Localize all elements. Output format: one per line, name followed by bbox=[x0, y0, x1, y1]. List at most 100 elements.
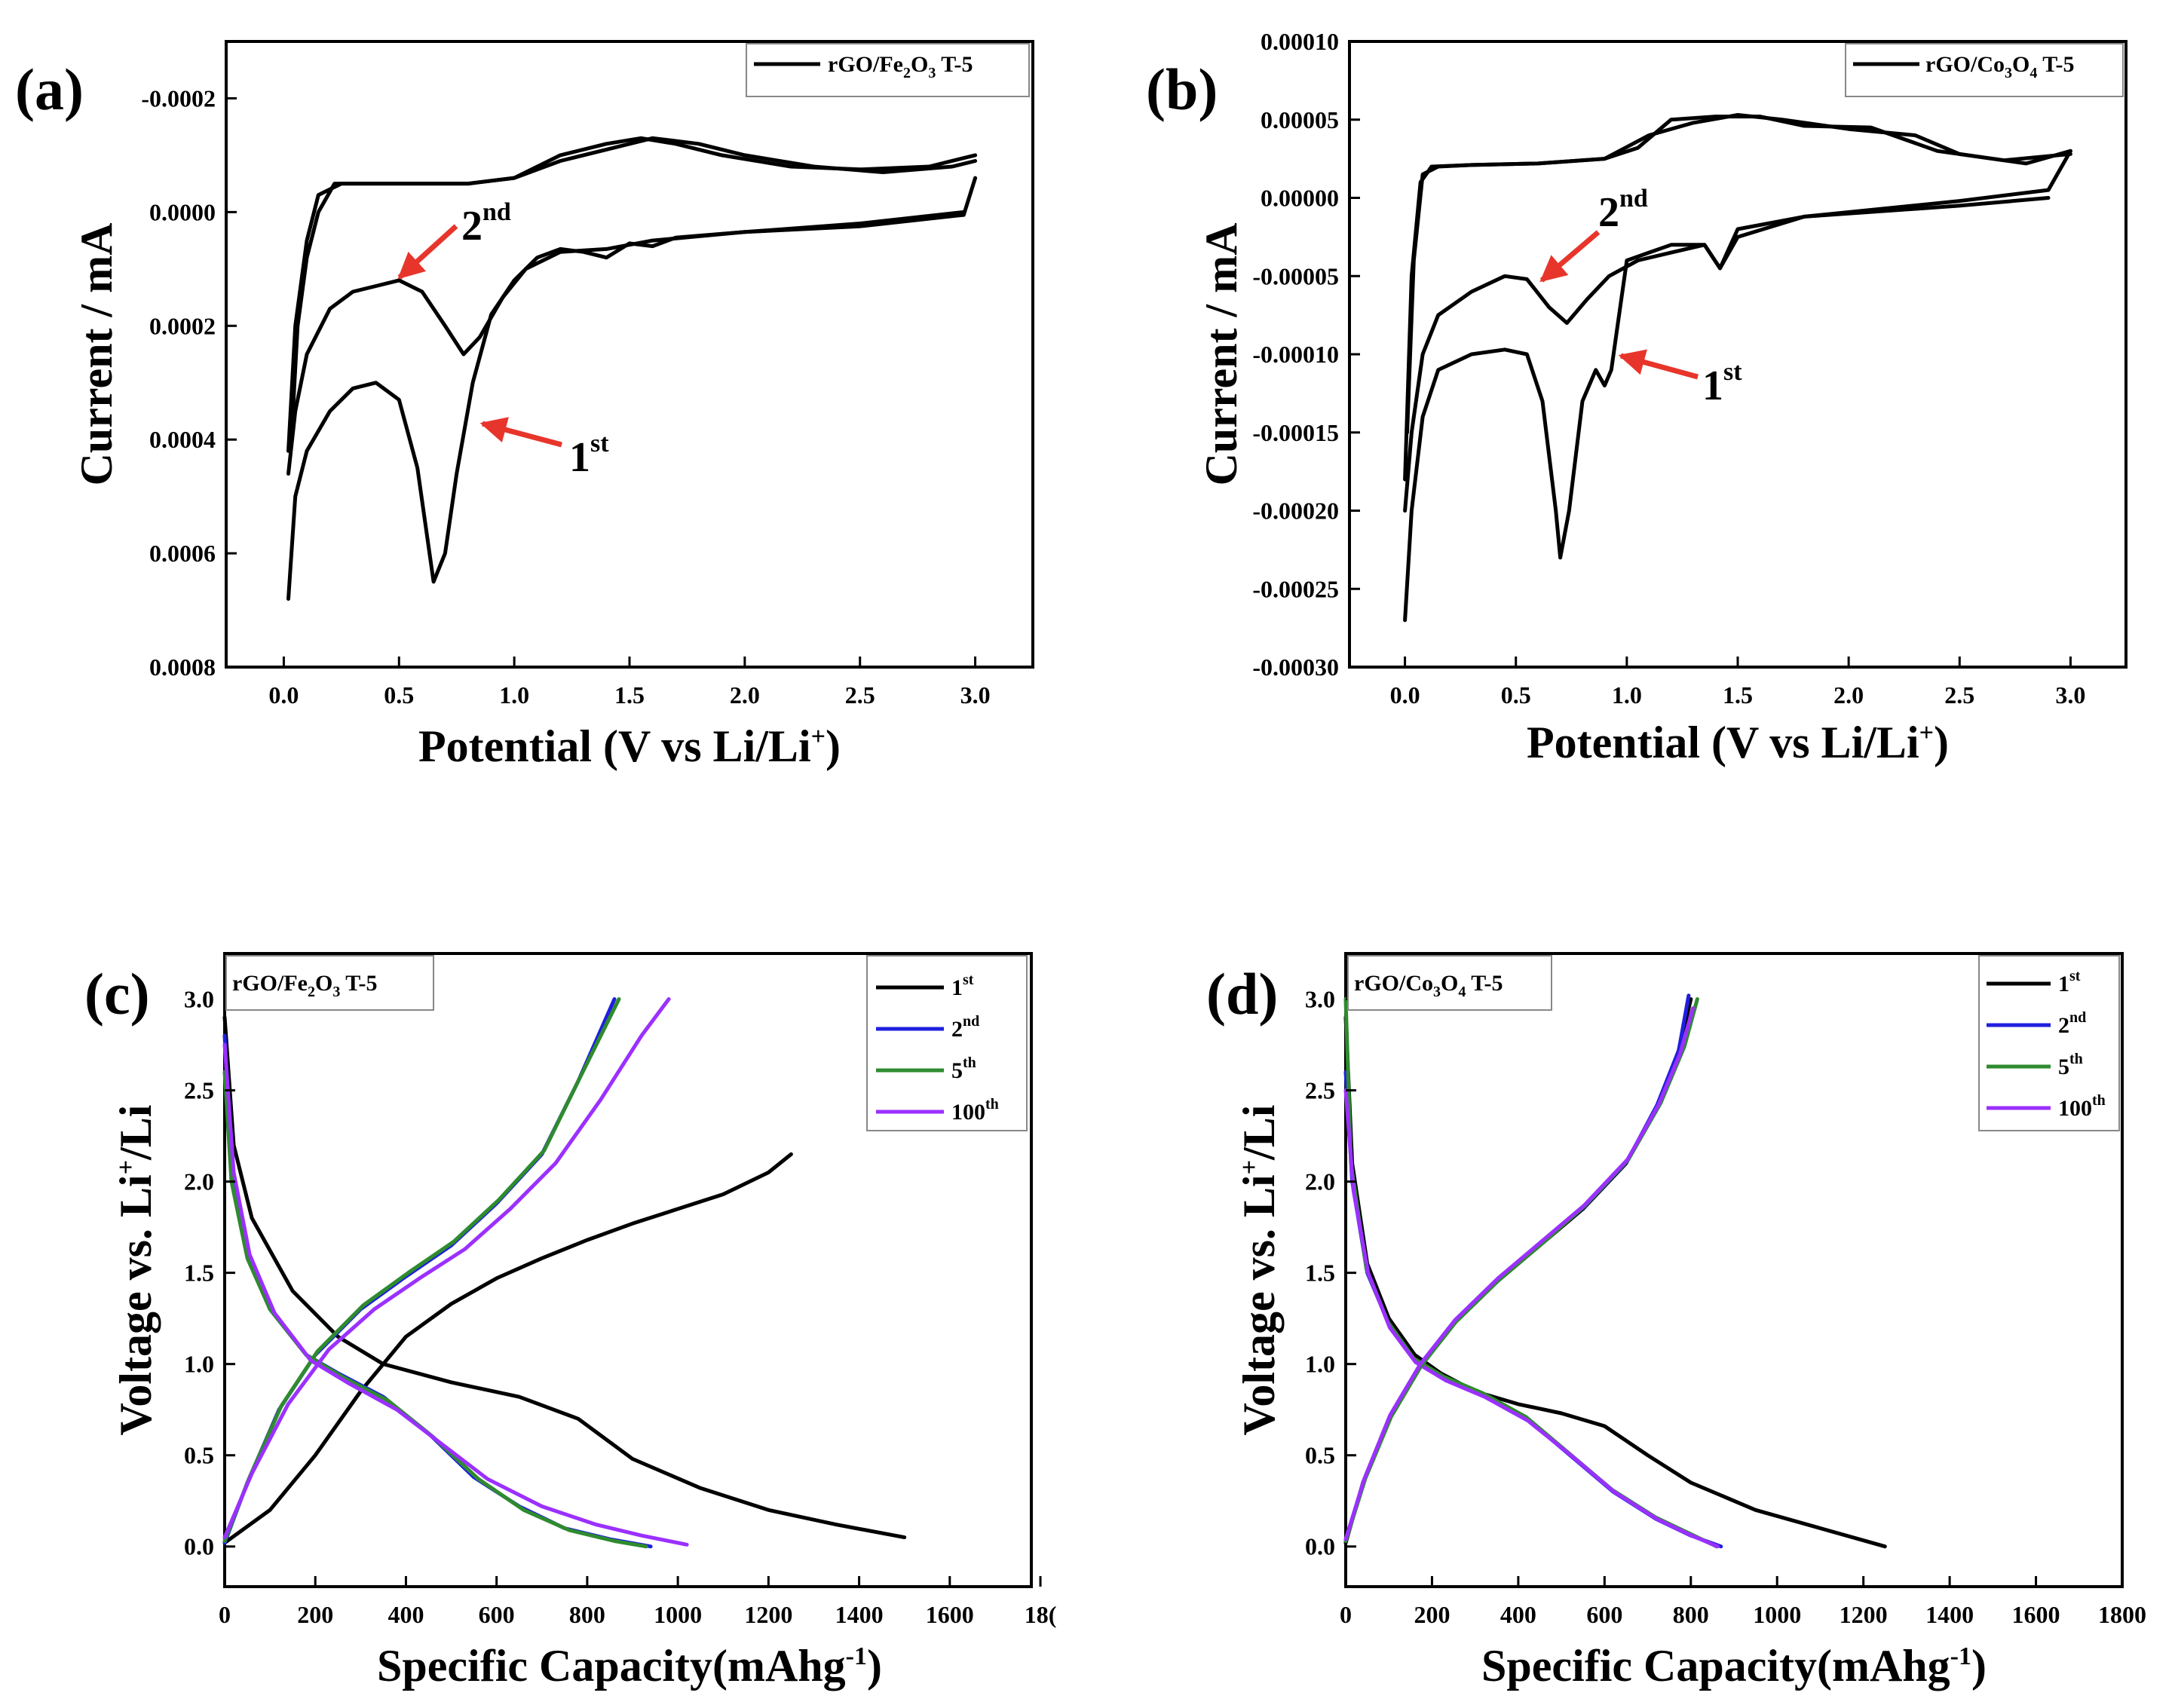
panel-d: (d) 0 200 400 600 800 1000 1200 1400 1600 1800 0.… bbox=[1206, 952, 2146, 1691]
panel-d-y-tick-label: 0.0 bbox=[1305, 1533, 1335, 1560]
panel-c-series-2nd-discharge bbox=[222, 1033, 653, 1549]
panel-d-y-tick-label: 0.5 bbox=[1305, 1442, 1335, 1469]
panel-c-letter: (c) bbox=[84, 961, 150, 1027]
panel-c-y-tick-label: 0.0 bbox=[184, 1533, 214, 1560]
panel-c-series-5th-discharge bbox=[222, 1070, 648, 1549]
panel-c-series-1st-discharge bbox=[222, 1015, 907, 1540]
panel-c-legend-label-100th: 100th bbox=[951, 1096, 999, 1125]
panel-c-legend-label-5th: 5th bbox=[951, 1054, 976, 1083]
panel-c-y-axis-title: Voltage vs. Li+/Li bbox=[111, 1105, 161, 1436]
panel-c-x-tick-label: 800 bbox=[569, 1601, 605, 1628]
panel-c-legend-box bbox=[866, 955, 1028, 1131]
panel-b-x-tick-label: 3.0 bbox=[2055, 681, 2085, 709]
panel-a-x-axis-title: Potential (V vs Li/Li+) bbox=[418, 721, 841, 771]
panel-b-series-1st-cycle bbox=[1403, 196, 2051, 623]
panel-d-y-ticks: 0.0 0.5 1.0 1.5 2.0 2.5 3.0 bbox=[1305, 986, 1356, 1560]
panel-c-series-100th-discharge bbox=[222, 1042, 689, 1547]
panel-a-series-1st-cycle bbox=[286, 210, 966, 601]
panel-a-x-ticks: 0.0 0.5 1.0 1.5 2.0 2.5 3.0 bbox=[268, 657, 991, 709]
panel-b-x-axis-title: Potential (V vs Li/Li+) bbox=[1527, 718, 1949, 767]
panel-a-arrow-2nd bbox=[397, 224, 458, 280]
panel-c-x-tick-label: 200 bbox=[297, 1601, 333, 1628]
panel-a-series-2nd-cycle bbox=[286, 176, 978, 476]
panel-a-y-tick-label: 0.0002 bbox=[149, 312, 216, 339]
panel-b-y-tick-label: -0.00005 bbox=[1252, 262, 1339, 289]
panel-d-letter: (d) bbox=[1206, 961, 1278, 1027]
panel-c-x-ticks: 0 200 400 600 800 1000 1200 1400 1600 18( bbox=[219, 1576, 1056, 1628]
panel-a-y-tick-label: 0.0006 bbox=[149, 540, 216, 567]
panel-c-x-tick-label: 600 bbox=[479, 1601, 515, 1628]
panel-b-y-tick-label: -0.00010 bbox=[1252, 341, 1339, 368]
panel-c-inset-label: rGO/Fe2O3 T-5 bbox=[232, 971, 378, 1000]
panel-a-series-anodic-2nd bbox=[289, 136, 978, 453]
panel-a-letter: (a) bbox=[15, 57, 84, 122]
panel-d-y-tick-label: 2.5 bbox=[1305, 1077, 1335, 1104]
panel-c-x-tick-label: 1400 bbox=[835, 1601, 884, 1628]
panel-d-y-tick-label: 1.0 bbox=[1305, 1351, 1335, 1378]
panel-d-series-charge-overlay-green bbox=[1343, 997, 1699, 1543]
panel-d-x-tick-label: 200 bbox=[1414, 1601, 1450, 1628]
panel-c-x-axis-title: Specific Capacity(mAhg-1) bbox=[377, 1641, 882, 1691]
panel-b-y-tick-label: -0.00020 bbox=[1252, 497, 1339, 525]
panel-d-series-charge-overlay-purple bbox=[1343, 1006, 1696, 1541]
panel-d-legend-label-100th: 100th bbox=[2058, 1092, 2106, 1121]
panel-a-x-tick-label: 2.0 bbox=[730, 681, 760, 709]
panel-d-y-axis-title: Voltage vs. Li+/Li bbox=[1234, 1105, 1284, 1436]
panel-d-curves bbox=[1343, 993, 1887, 1549]
panel-b-x-tick-label: 1.0 bbox=[1612, 681, 1642, 709]
panel-c-curves bbox=[222, 997, 907, 1549]
panel-d-series-2nd-discharge bbox=[1343, 1070, 1723, 1549]
panel-d-x-tick-label: 1400 bbox=[1925, 1601, 1974, 1628]
panel-b-series-anodic-2nd bbox=[1405, 115, 2072, 435]
panel-c-series-1st-charge bbox=[222, 1152, 793, 1545]
panel-c-y-tick-label: 0.5 bbox=[184, 1442, 214, 1469]
panel-c-frame bbox=[223, 952, 1033, 1588]
panel-c-x-tick-label: 1200 bbox=[744, 1601, 792, 1628]
panel-a-x-tick-label: 1.0 bbox=[499, 681, 529, 709]
panel-c-y-tick-label: 3.0 bbox=[184, 986, 214, 1013]
panel-d-x-ticks: 0 200 400 600 800 1000 1200 1400 1600 1800 bbox=[1340, 1576, 2146, 1628]
panel-c-y-tick-label: 2.0 bbox=[184, 1168, 214, 1195]
panel-d-legend-label-5th: 5th bbox=[2058, 1051, 2083, 1079]
panel-c-series-5th-charge bbox=[222, 997, 621, 1543]
panel-a-curves bbox=[286, 136, 978, 601]
panel-b-arrow-1st bbox=[1618, 349, 1699, 380]
panel-a: (a) 0.0 0.5 1.0 1.5 2.0 2.5 3.0 -0.0002 0.0000 0… bbox=[15, 40, 1034, 771]
panel-a-x-tick-label: 0.0 bbox=[268, 681, 299, 709]
panel-d-x-tick-label: 1200 bbox=[1840, 1601, 1888, 1628]
panel-d-legend-label-2nd: 2nd bbox=[2058, 1009, 2086, 1038]
panel-c-x-tick-label: 0 bbox=[219, 1601, 231, 1628]
panel-a-y-ticks: -0.0002 0.0000 0.0002 0.0004 0.0006 0.0008 bbox=[141, 84, 237, 681]
panel-b-y-tick-label: -0.00025 bbox=[1252, 575, 1339, 602]
panel-a-y-axis-title: Current / mA bbox=[72, 223, 121, 486]
panel-d-series-1st-discharge bbox=[1343, 1015, 1887, 1549]
panel-d-legend: 1st 2nd 5th 100th bbox=[1978, 955, 2120, 1131]
panel-d-x-tick-label: 1000 bbox=[1753, 1601, 1801, 1628]
panel-d-series-charge-overlay-blue bbox=[1343, 993, 1691, 1543]
panel-b-annotation-1st: 1st bbox=[1702, 358, 1742, 409]
panel-d-x-tick-label: 1800 bbox=[2098, 1601, 2146, 1628]
panel-a-annotation-1st: 1st bbox=[569, 430, 609, 481]
panel-c-x-tick-label: 18( bbox=[1025, 1601, 1057, 1628]
panel-b-x-tick-label: 0.0 bbox=[1390, 681, 1420, 709]
panel-c-y-ticks: 0.0 0.5 1.0 1.5 2.0 2.5 3.0 bbox=[184, 986, 235, 1560]
panel-a-x-tick-label: 3.0 bbox=[960, 681, 991, 709]
panel-a-legend-label: rGO/Fe2O3 T-5 bbox=[828, 52, 973, 81]
panel-c-x-tick-label: 1000 bbox=[654, 1601, 702, 1628]
panel-a-frame bbox=[225, 40, 1034, 669]
panel-d-x-axis-title: Specific Capacity(mAhg-1) bbox=[1481, 1641, 1987, 1691]
panel-d-inset-label-box bbox=[1347, 955, 1552, 1011]
panel-b-y-tick-label: -0.00015 bbox=[1252, 419, 1339, 446]
panel-a-y-tick-label: 0.0000 bbox=[149, 198, 216, 225]
panel-a-y-tick-label: -0.0002 bbox=[141, 84, 216, 112]
panel-d-legend-label-1st: 1st bbox=[2058, 968, 2081, 996]
panel-c-y-tick-label: 2.5 bbox=[184, 1077, 214, 1104]
panel-b-curves bbox=[1403, 113, 2072, 623]
panel-a-x-tick-label: 0.5 bbox=[384, 681, 414, 709]
panel-b-series-2nd-cycle bbox=[1403, 148, 2072, 513]
panel-b-y-ticks: 0.00010 0.00005 0.00000 -0.00005 -0.00010 -0.… bbox=[1252, 28, 1360, 681]
panel-d-series-charge-overlay-black bbox=[1343, 997, 1693, 1545]
panel-c-legend: 1st 2nd 5th 100th bbox=[866, 955, 1028, 1131]
panel-d-y-tick-label: 3.0 bbox=[1305, 986, 1335, 1013]
